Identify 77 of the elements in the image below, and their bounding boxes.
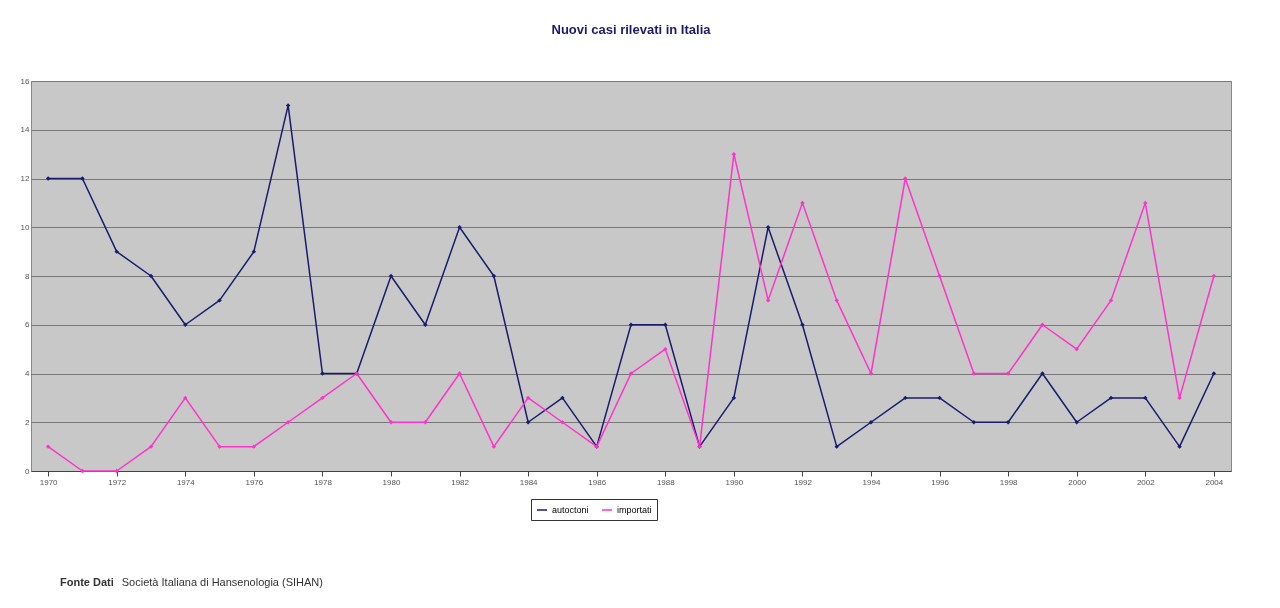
point bbox=[1074, 346, 1079, 352]
point bbox=[285, 103, 291, 108]
point bbox=[114, 249, 119, 254]
point bbox=[183, 322, 188, 327]
y-tick-label: 10 bbox=[20, 222, 31, 232]
point bbox=[903, 395, 908, 401]
point bbox=[525, 420, 531, 425]
point bbox=[320, 371, 325, 376]
point bbox=[1040, 371, 1045, 376]
x-tick-label: 1980 bbox=[382, 477, 401, 487]
point bbox=[388, 273, 394, 279]
x-tick-label: 2002 bbox=[1136, 477, 1156, 487]
point bbox=[903, 176, 908, 181]
x-tick-label: 1976 bbox=[245, 477, 264, 487]
point bbox=[217, 298, 222, 303]
point bbox=[971, 420, 977, 425]
y-tick-label: 8 bbox=[25, 271, 31, 281]
y-tick-label: 12 bbox=[20, 174, 31, 183]
point bbox=[217, 444, 222, 449]
legend-label: importati bbox=[617, 505, 652, 515]
x-tick-label: 1978 bbox=[314, 477, 333, 487]
point bbox=[1040, 322, 1045, 327]
text: Società Italiana di Hansenologia (SIHAN) bbox=[121, 576, 323, 588]
point bbox=[560, 420, 565, 425]
x-tick-label: 1972 bbox=[108, 477, 127, 487]
point bbox=[1143, 200, 1148, 206]
point bbox=[251, 444, 257, 449]
point bbox=[765, 298, 771, 303]
point bbox=[834, 444, 839, 449]
point bbox=[1074, 420, 1079, 425]
point bbox=[183, 395, 188, 401]
point bbox=[148, 273, 154, 279]
point bbox=[1143, 395, 1148, 401]
x-tick-label: 2004 bbox=[1205, 477, 1224, 487]
y-tick-label: 2 bbox=[25, 417, 31, 427]
x-tick-label: 1996 bbox=[931, 477, 950, 487]
x-tick-label: 1988 bbox=[656, 477, 676, 487]
point bbox=[491, 444, 497, 449]
point bbox=[663, 346, 668, 352]
y-tick-label: 4 bbox=[25, 369, 31, 378]
chart-title: Nuovi casi rilevati in Italia bbox=[551, 22, 712, 37]
point bbox=[1005, 420, 1011, 425]
y-tick-label: 14 bbox=[20, 125, 31, 135]
x-tick-label: 1998 bbox=[999, 477, 1019, 487]
point bbox=[731, 151, 737, 157]
x-tick-label: 1974 bbox=[176, 477, 196, 487]
point bbox=[491, 273, 497, 279]
x-tick-label: 2000 bbox=[1068, 477, 1087, 487]
point bbox=[285, 420, 291, 425]
y-tick-label: 6 bbox=[25, 320, 31, 330]
point bbox=[663, 322, 668, 327]
point bbox=[525, 395, 531, 401]
point bbox=[1177, 444, 1182, 449]
x-tick-label: 1992 bbox=[794, 477, 813, 487]
x-tick-label: 1970 bbox=[39, 477, 59, 487]
point bbox=[457, 371, 462, 376]
source-note: Fonte Dati bbox=[60, 576, 114, 588]
y-tick-label: 0 bbox=[25, 466, 31, 476]
point bbox=[834, 298, 839, 303]
x-tick-label: 1986 bbox=[588, 477, 607, 487]
point bbox=[457, 225, 462, 230]
point bbox=[45, 444, 51, 449]
x-tick-label: 1990 bbox=[725, 477, 744, 487]
legend-label: autoctoni bbox=[552, 505, 589, 515]
point bbox=[423, 322, 428, 327]
y-tick-label: 16 bbox=[20, 76, 31, 86]
x-tick-label: 1984 bbox=[519, 477, 539, 487]
point bbox=[1211, 273, 1217, 279]
point bbox=[251, 249, 257, 254]
x-tick-label: 1994 bbox=[862, 477, 881, 487]
x-tick-label: 1982 bbox=[451, 477, 470, 487]
point bbox=[80, 176, 85, 181]
point bbox=[1108, 395, 1114, 401]
point bbox=[800, 322, 805, 327]
point bbox=[765, 225, 771, 230]
point bbox=[423, 420, 428, 425]
point bbox=[731, 395, 737, 401]
